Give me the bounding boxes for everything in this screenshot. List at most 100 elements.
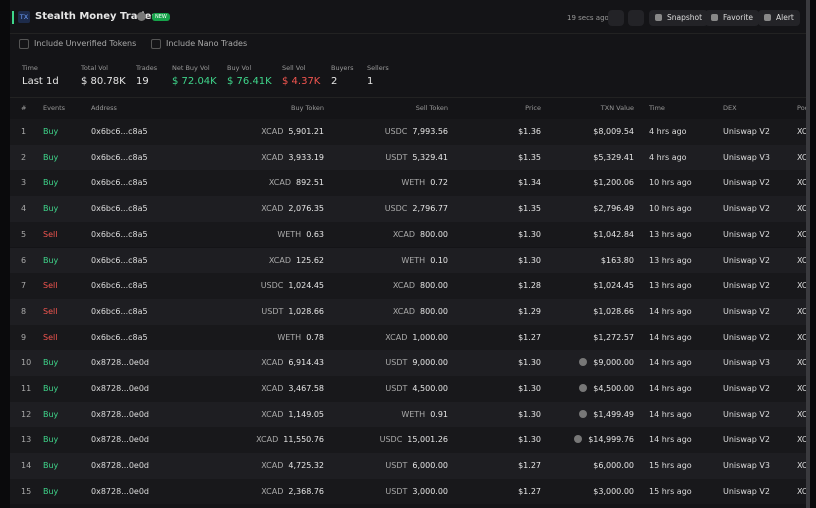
token-symbol: WETH	[401, 409, 426, 419]
column-header: Price	[525, 104, 541, 112]
txn-value: $3,000.00	[593, 486, 634, 496]
pool: XC	[797, 435, 806, 445]
token-amount: 800.00	[420, 281, 448, 291]
buy-token: XCAD 125.62	[269, 256, 324, 265]
token-amount: 1,024.45	[288, 281, 324, 291]
token-symbol: XCAD	[261, 127, 284, 136]
table-row: 7 Sell 0x6bc6...c8a5 USDC 1,024.45 XCAD 800.00…	[10, 273, 806, 299]
table-row: 5 Sell 0x6bc6...c8a5 WETH 0.63 XCAD 800.00 $1.3…	[10, 221, 806, 248]
token-symbol: USDT	[385, 461, 408, 471]
buy-token: WETH 0.63	[277, 230, 324, 239]
updated: 19 secs ago	[567, 14, 609, 22]
accent	[12, 11, 14, 24]
stat-value: 19	[136, 76, 149, 87]
txn-value: $1,028.66	[593, 306, 634, 316]
stat-value: $ 72.04K	[172, 76, 217, 87]
sell-token: WETH 0.91	[401, 410, 448, 419]
sell-token: XCAD 800.00	[393, 281, 448, 290]
token-symbol: USDC	[384, 127, 408, 136]
table-row: 13 Buy 0x8728...0e0d XCAD 11,550.76 USDC 15,00…	[10, 427, 806, 454]
time: 14 hrs ago	[649, 435, 692, 445]
txn-value: $6,000.00	[593, 461, 634, 471]
pool: XC	[797, 358, 806, 368]
token-symbol: XCAD	[261, 152, 284, 162]
token-amount: 11,550.76	[283, 435, 324, 445]
dex: Uniswap V2	[723, 127, 770, 136]
table-row: 2 Buy 0x6bc6...c8a5 XCAD 3,933.19 USDT 5,329.4…	[10, 144, 806, 171]
checkbox[interactable]	[151, 39, 161, 49]
txn-value: $14,999.76	[588, 435, 634, 445]
address: 0x6bc6...c8a5	[91, 204, 148, 214]
token-symbol: WETH	[277, 229, 302, 239]
stat-label: Time	[22, 64, 38, 72]
time: 13 hrs ago	[649, 255, 692, 265]
event: Sell	[43, 306, 58, 316]
badge-icon: TX	[18, 11, 30, 23]
row-number: 2	[21, 152, 27, 162]
token-amount: 125.62	[296, 255, 324, 265]
pool: XC	[797, 281, 806, 291]
row-number: 11	[21, 384, 32, 393]
buy-token: USDC 1,024.45	[261, 281, 324, 290]
token-symbol: USDC	[379, 435, 403, 445]
pool: XC	[797, 306, 806, 316]
token-symbol: USDT	[385, 358, 408, 368]
pool: XC	[797, 332, 806, 342]
row-number: 10	[21, 358, 32, 368]
checkbox[interactable]	[19, 39, 29, 49]
favorite-button[interactable]: Favorite	[705, 10, 759, 26]
buy-token: XCAD 5,901.21	[261, 127, 324, 136]
alert-button[interactable]: Alert	[758, 10, 800, 26]
info-icon	[579, 409, 588, 418]
event: Buy	[43, 204, 59, 214]
token-amount: 5,901.21	[288, 127, 324, 136]
event: Buy	[43, 409, 59, 419]
token-symbol: USDT	[261, 306, 284, 316]
time: 14 hrs ago	[649, 358, 692, 368]
txn-value: $2,796.49	[593, 204, 634, 214]
token-symbol: XCAD	[268, 178, 291, 188]
dex: Uniswap V2	[723, 486, 770, 496]
time: 15 hrs ago	[649, 461, 692, 471]
sell-token: XCAD 1,000.00	[385, 333, 448, 342]
address: 0x8728...0e0d	[91, 409, 149, 419]
stat-value: $ 4.37K	[282, 76, 321, 87]
token-symbol: USDC	[260, 281, 284, 291]
token-amount: 2,368.76	[288, 486, 324, 496]
pool: XC	[797, 486, 806, 496]
token-symbol: XCAD	[261, 486, 284, 496]
dex: Uniswap V2	[723, 281, 770, 291]
token-symbol: XCAD	[385, 332, 408, 342]
stat-label: Buyers	[331, 64, 354, 72]
txn-value: $4,500.00	[593, 384, 634, 393]
token-symbol: XCAD	[268, 255, 291, 265]
sell-token: USDC 15,001.26	[380, 435, 448, 444]
price: $1.30	[518, 435, 541, 445]
time: 15 hrs ago	[649, 486, 692, 496]
pool: XC	[797, 255, 806, 265]
dex: Uniswap V3	[723, 152, 770, 162]
price: $1.30	[518, 409, 541, 419]
token-amount: 4,725.32	[288, 461, 324, 471]
snapshot-button[interactable]: Snapshot	[649, 10, 709, 26]
token-symbol: USDT	[385, 486, 408, 496]
address: 0x8728...0e0d	[91, 384, 149, 393]
time: 14 hrs ago	[649, 384, 692, 393]
address: 0x8728...0e0d	[91, 435, 149, 445]
price: $1.36	[518, 127, 541, 136]
token-amount: 800.00	[420, 306, 448, 316]
token-amount: 0.63	[306, 229, 324, 239]
sell-token: XCAD 800.00	[393, 230, 448, 239]
panel: TX Stealth Money Trades NEW 19 secs ago …	[10, 0, 806, 508]
refresh-button[interactable]	[608, 10, 624, 26]
info-icon	[579, 384, 588, 392]
token-symbol: XCAD	[261, 358, 284, 368]
expand-button[interactable]	[628, 10, 644, 26]
stat-value: 1	[367, 76, 374, 87]
time: 10 hrs ago	[649, 204, 692, 214]
token-amount: 3,933.19	[288, 152, 324, 162]
pool: XC	[797, 152, 806, 162]
sell-token: USDT 6,000.00	[385, 461, 448, 470]
info-icon[interactable]	[137, 12, 146, 21]
column-header: TXN Value	[600, 104, 634, 112]
